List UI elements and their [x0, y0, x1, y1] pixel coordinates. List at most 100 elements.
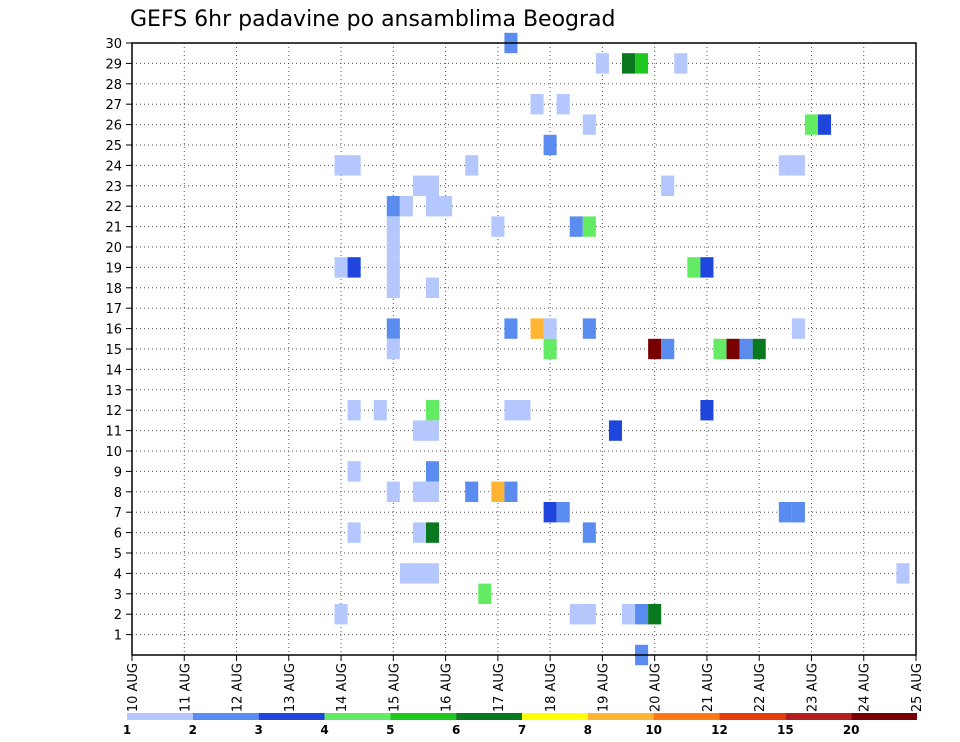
precip-cell — [347, 400, 361, 421]
x-tick-label: 12 AUG — [231, 663, 246, 712]
colorbar-segment — [587, 713, 654, 720]
precip-cell — [752, 338, 766, 360]
y-tick-label: 25 — [105, 139, 122, 154]
precip-cell — [334, 257, 348, 278]
colorbar-segment — [785, 713, 852, 720]
precip-cell — [804, 114, 818, 135]
x-tick-label: 11 AUG — [178, 663, 193, 712]
x-tick-label: 15 AUG — [387, 663, 402, 712]
y-tick-label: 24 — [105, 159, 122, 174]
precip-cell — [635, 53, 649, 74]
precip-cell — [347, 155, 361, 176]
precip-cell — [334, 604, 348, 625]
colorbar-label: 3 — [254, 723, 262, 737]
grid-lines — [132, 43, 916, 655]
precip-cell — [504, 318, 518, 339]
colorbar-label: 2 — [189, 723, 197, 737]
precip-cell — [426, 481, 440, 502]
colorbar-label: 8 — [584, 723, 592, 737]
precip-cell — [778, 155, 792, 176]
precip-cell — [399, 563, 413, 584]
precip-cell — [595, 53, 609, 74]
x-tick-label: 22 AUG — [753, 663, 768, 712]
x-tick-label: 19 AUG — [596, 663, 611, 712]
precip-cell — [412, 481, 426, 502]
precip-cells — [334, 32, 910, 666]
precip-cell — [426, 461, 440, 482]
precip-cell — [635, 604, 649, 625]
x-tick-label: 25 AUG — [910, 663, 925, 712]
precip-cell — [700, 400, 714, 421]
x-tick-label: 14 AUG — [335, 663, 350, 712]
precip-cell — [426, 522, 440, 543]
precip-cell — [896, 563, 910, 584]
colorbar-label: 1 — [123, 723, 131, 737]
precip-cell — [386, 216, 400, 237]
precip-cell — [412, 522, 426, 543]
y-tick-label: 12 — [105, 404, 122, 419]
precip-cell — [582, 604, 596, 625]
y-tick-label: 20 — [105, 241, 122, 256]
colorbar-label: 5 — [386, 723, 394, 737]
precip-cell — [517, 400, 531, 421]
precip-cell — [347, 257, 361, 278]
precip-cell — [426, 420, 440, 441]
precip-cell — [334, 155, 348, 176]
precip-cell — [386, 196, 400, 217]
y-tick-label: 29 — [105, 57, 122, 72]
x-tick-label: 20 AUG — [649, 663, 664, 712]
precip-cell — [530, 318, 544, 339]
y-tick-label: 15 — [105, 343, 122, 358]
precip-cell — [373, 400, 387, 421]
precip-cell — [399, 196, 413, 217]
precip-cell — [426, 175, 440, 196]
y-tick-label: 8 — [114, 486, 122, 501]
y-tick-label: 10 — [105, 445, 122, 460]
y-tick-label: 7 — [114, 506, 122, 521]
colorbar-segment — [258, 713, 325, 720]
y-tick-label: 27 — [105, 98, 122, 113]
precip-cell — [439, 196, 453, 217]
x-tick-label: 23 AUG — [805, 663, 820, 712]
precip-cell — [791, 502, 805, 523]
precip-cell — [347, 522, 361, 543]
precip-cell — [412, 563, 426, 584]
colorbar-segment — [390, 713, 457, 720]
y-tick-label: 18 — [105, 282, 122, 297]
colorbar-segment — [522, 713, 588, 720]
colorbar-segment — [127, 713, 193, 720]
precip-cell — [543, 502, 557, 523]
precip-cell — [648, 604, 662, 625]
precip-cell — [582, 318, 596, 339]
y-tick-label: 30 — [105, 37, 122, 52]
colorbar-label: 15 — [777, 723, 794, 737]
y-tick-label: 6 — [114, 527, 122, 542]
x-axis-ticks: 10 AUG 11 AUG 12 AUG 13 AUG 14 AUG 15 AUG 16 A… — [126, 655, 925, 712]
precip-cell — [426, 277, 440, 298]
precip-cell — [791, 155, 805, 176]
precip-cell — [386, 277, 400, 298]
x-tick-label: 21 AUG — [701, 663, 716, 712]
colorbar-segment — [851, 713, 917, 720]
precip-cell — [543, 134, 557, 156]
y-tick-label: 23 — [105, 180, 122, 195]
precip-cell — [674, 53, 688, 74]
precip-cell — [622, 53, 636, 74]
precip-cell — [543, 318, 557, 339]
x-tick-label: 17 AUG — [492, 663, 507, 712]
y-tick-label: 28 — [105, 78, 122, 93]
y-tick-label: 11 — [105, 425, 122, 440]
y-tick-label: 26 — [105, 119, 122, 134]
precip-cell — [556, 502, 570, 523]
precip-cell — [504, 481, 518, 502]
precip-cell — [700, 257, 714, 278]
precip-cell — [478, 583, 492, 604]
x-tick-label: 13 AUG — [283, 663, 298, 712]
colorbar-segment — [719, 713, 786, 720]
precip-cell — [465, 481, 479, 502]
y-tick-label: 16 — [105, 323, 122, 338]
y-tick-label: 1 — [114, 629, 122, 644]
precip-cell — [426, 400, 440, 421]
precip-cell — [504, 400, 518, 421]
